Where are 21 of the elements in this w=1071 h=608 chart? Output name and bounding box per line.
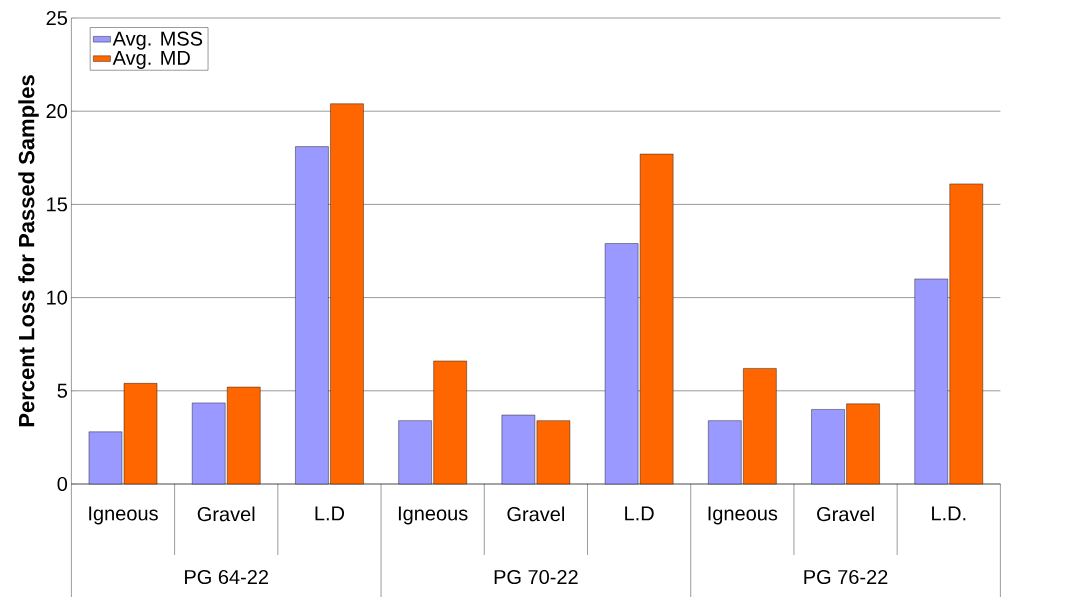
x-tick-label: L.D	[315, 506, 345, 521]
text: PG 70-22	[494, 569, 578, 585]
text: PG 64-22	[185, 569, 268, 585]
x-tick-label: Igneous	[708, 506, 778, 525]
y-tick-label: 0	[57, 476, 68, 492]
x-tick-label: Gravel	[197, 506, 255, 522]
legend-label: Avg. MSS	[112, 31, 203, 50]
y-tick-label: 5	[57, 383, 68, 398]
x-tick-label: L.D.	[932, 506, 966, 521]
x-tick-label: Igneous	[89, 506, 158, 525]
y-tick-label: 25	[46, 10, 68, 26]
y-tick-label: 20	[46, 104, 68, 119]
text: PG 76-22	[804, 569, 888, 585]
x-tick-label: Gravel	[817, 506, 874, 522]
y-axis-title: Percent Loss for Passed Samples	[18, 75, 39, 427]
legend-label: Avg. MD	[112, 50, 190, 69]
x-tick-label: Igneous	[398, 506, 468, 525]
y-tick-label: 10	[47, 290, 68, 305]
y-tick-label: 15	[47, 197, 68, 212]
x-tick-label: Gravel	[507, 506, 564, 522]
x-tick-label: L.D	[625, 506, 654, 521]
